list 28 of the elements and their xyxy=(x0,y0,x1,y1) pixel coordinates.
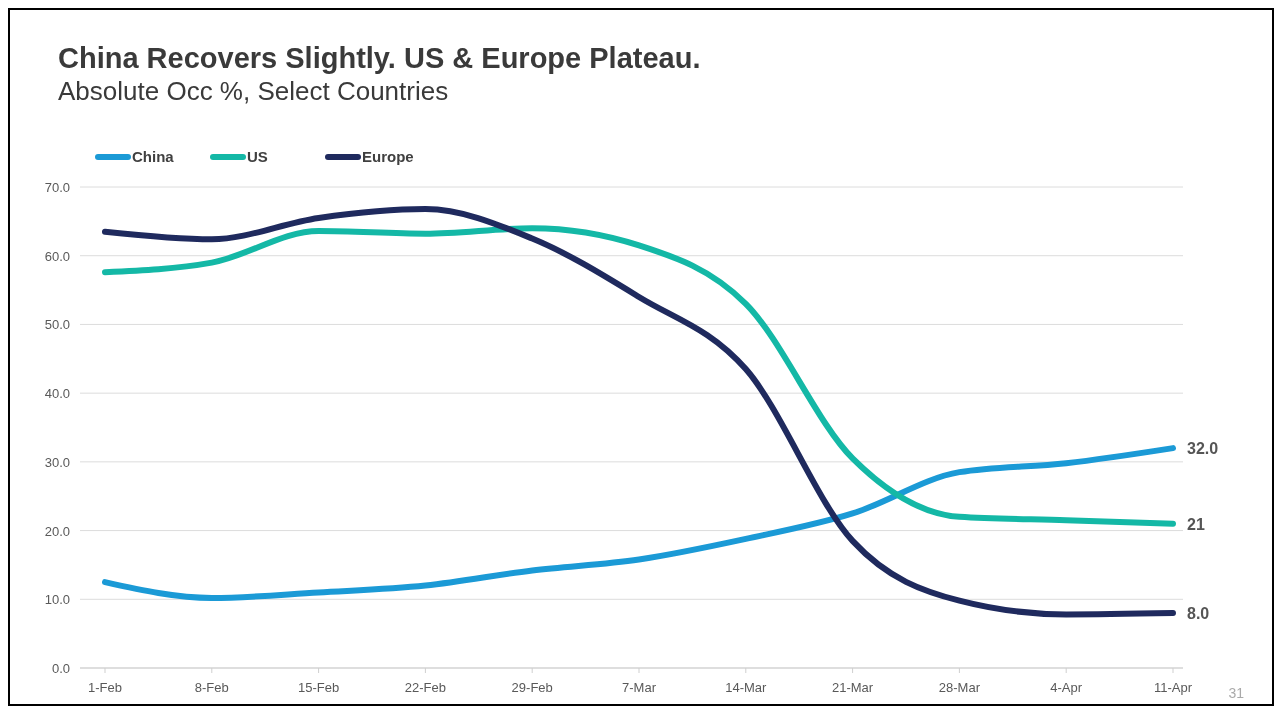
data-label: 32.0 xyxy=(1187,440,1219,458)
x-tick-label: 1-Feb xyxy=(88,680,122,695)
y-tick-label: 40.0 xyxy=(44,386,70,402)
x-tick-label: 28-Mar xyxy=(938,680,981,695)
y-tick-label: 70.0 xyxy=(44,180,70,195)
x-tick-label: 7-Mar xyxy=(622,680,657,695)
x-tick-label: 11-Apr xyxy=(1153,680,1193,695)
text: 31 xyxy=(1228,685,1245,701)
data-label: 21 xyxy=(1187,515,1205,533)
legend-label: Europe xyxy=(362,148,414,165)
x-tick-label: 21-Mar xyxy=(832,680,874,695)
y-tick-label: 10.0 xyxy=(44,592,70,608)
chart-title: China Recovers Slightly. US & Europe Plateau. xyxy=(58,42,701,74)
x-tick-label: 4-Apr xyxy=(1050,680,1083,695)
y-tick-label: 50.0 xyxy=(44,317,70,333)
legend-label: US xyxy=(247,148,268,165)
x-tick-label: 29-Feb xyxy=(511,680,553,695)
y-tick-label: 0.0 xyxy=(51,661,70,676)
x-tick-label: 14-Mar xyxy=(725,680,768,695)
y-tick-label: 20.0 xyxy=(44,523,70,539)
x-tick-label: 15-Feb xyxy=(298,680,340,695)
data-label: 8.0 xyxy=(1187,605,1210,623)
legend-label: China xyxy=(132,148,175,165)
x-tick-label: 8-Feb xyxy=(194,680,229,695)
x-tick-label: 22-Feb xyxy=(404,680,446,695)
chart-subtitle: Absolute Occ %, Select Countries xyxy=(58,76,449,106)
y-tick-label: 30.0 xyxy=(44,454,70,470)
y-tick-label: 60.0 xyxy=(44,248,70,264)
